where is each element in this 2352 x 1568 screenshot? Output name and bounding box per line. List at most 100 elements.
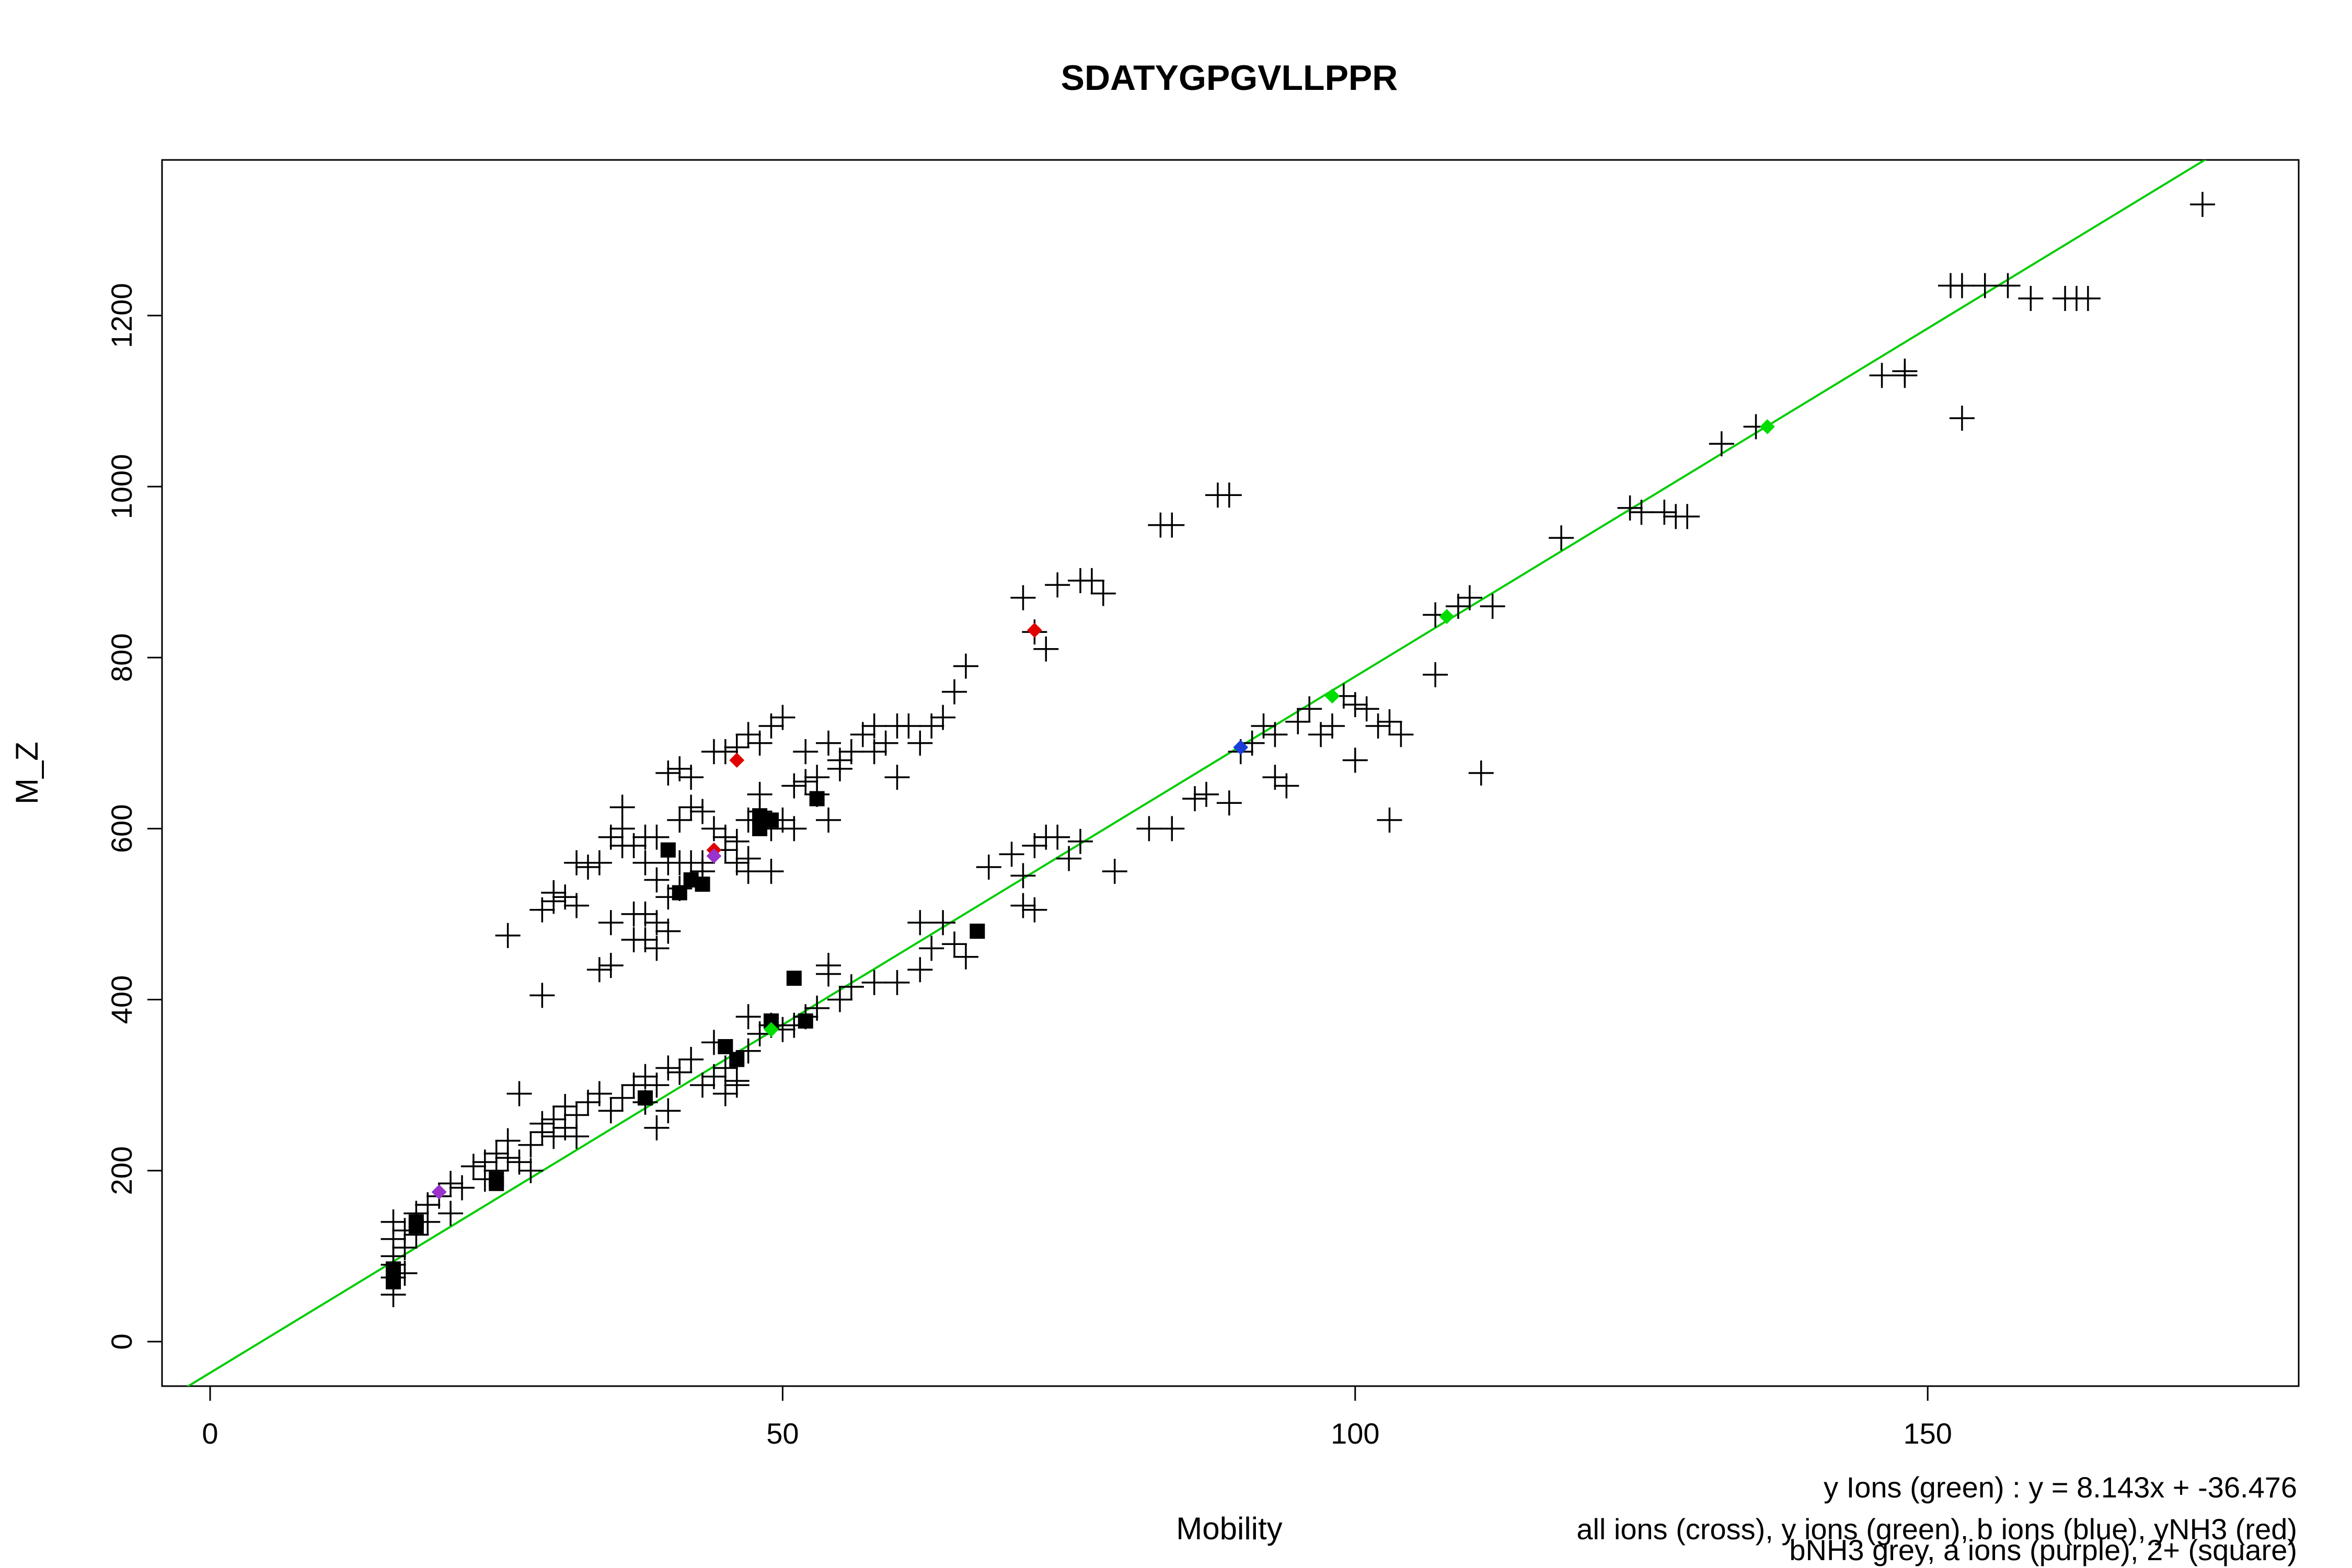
doubly-charged-square-point	[672, 885, 687, 901]
ion-cross-point	[1045, 824, 1070, 850]
ion-cross-point	[586, 1081, 612, 1106]
ion-cross-point	[1468, 760, 1494, 786]
y-tick-label: 200	[105, 1146, 138, 1195]
chart-title: SDATYGPGVLLPPR	[1061, 58, 1398, 98]
doubly-charged-square-point	[763, 812, 779, 828]
doubly-charged-square-point	[386, 1261, 401, 1277]
y-axis: 0 200 400 600 800 1000 1200	[105, 283, 162, 1350]
y-ion-point	[1439, 609, 1455, 625]
doubly-charged-square-point	[408, 1214, 424, 1230]
doubly-charged-square-point	[489, 1171, 504, 1187]
ion-cross-point	[804, 995, 830, 1021]
ion-cross-point	[1297, 696, 1322, 722]
ion-cross-point	[678, 1047, 704, 1073]
ion-cross-point	[1869, 363, 1895, 388]
ion-cross-point	[793, 739, 818, 765]
ion-cross-point	[712, 739, 738, 765]
ion-cross-point	[1617, 495, 1643, 521]
doubly-charged-square-point	[638, 1090, 653, 1106]
legend-line-2: all ions (cross), y ions (green), b ions…	[1576, 1513, 2297, 1546]
ion-cross-point	[1045, 572, 1070, 598]
ion-cross-point	[1354, 696, 1379, 722]
ion-cross-point	[1010, 893, 1036, 918]
doubly-charged-square-point	[695, 877, 710, 892]
ion-cross-point	[930, 705, 956, 730]
x-axis-label: Mobility	[1176, 1511, 1282, 1546]
ion-cross-point	[1652, 500, 1677, 525]
ion-cross-point	[541, 880, 567, 906]
y-tick-label: 0	[105, 1333, 138, 1350]
ion-cross-point	[655, 760, 681, 786]
x-tick-label: 150	[1903, 1417, 1952, 1450]
ion-cross-point	[827, 987, 852, 1012]
y-axis-label: M_Z	[9, 742, 44, 804]
ion-cross-point	[586, 957, 612, 983]
ion-cross-point	[1102, 859, 1127, 884]
ion-cross-point	[724, 828, 750, 854]
ion-cross-point	[1068, 828, 1093, 854]
ynh3-ion-point	[729, 753, 745, 768]
ion-cross-point	[712, 1055, 738, 1081]
ion-cross-point	[1182, 786, 1208, 812]
ion-cross-point	[1377, 807, 1402, 833]
ion-cross-point	[609, 1085, 635, 1111]
ion-cross-point	[896, 713, 921, 739]
ion-cross-point	[1285, 709, 1311, 734]
ion-cross-point	[438, 1201, 464, 1226]
ion-cross-point	[930, 910, 956, 936]
ion-cross-point	[1342, 692, 1368, 718]
ion-cross-point	[942, 679, 967, 705]
ion-cross-point	[518, 1132, 544, 1158]
ion-cross-point	[1457, 585, 1482, 610]
ion-cross-point	[1629, 500, 1654, 525]
ion-cross-point	[655, 918, 681, 944]
ion-cross-point	[793, 769, 818, 794]
legend-line-1: y Ions (green) : y = 8.143x + -36.476	[1824, 1471, 2297, 1504]
b-ion-point	[1233, 740, 1249, 755]
y-ion-point	[1324, 688, 1340, 704]
ion-cross-point	[942, 931, 967, 957]
ion-cross-point	[598, 1098, 624, 1124]
a-ion-point	[431, 1184, 447, 1200]
y-tick-label: 400	[105, 975, 138, 1024]
ion-cross-point	[1319, 713, 1345, 739]
ion-cross-point	[678, 794, 704, 820]
ion-cross-point	[884, 765, 910, 790]
ion-cross-point	[1480, 593, 1505, 619]
ion-cross-point	[449, 1175, 475, 1201]
ion-cross-point	[873, 730, 898, 756]
ion-cross-point	[1136, 816, 1162, 841]
ion-cross-point	[564, 893, 590, 918]
doubly-charged-square-point	[729, 1052, 745, 1067]
ion-cross-point	[655, 1055, 681, 1081]
ion-cross-point	[816, 807, 841, 833]
ion-cross-point	[1972, 273, 1998, 298]
ion-cross-point	[907, 910, 933, 936]
ion-cross-point	[644, 1115, 670, 1140]
ion-cross-point	[644, 824, 670, 850]
ion-cross-point	[919, 936, 944, 961]
y-tick-label: 1000	[105, 454, 138, 520]
ion-cross-point	[838, 974, 864, 999]
plot-area-frame	[161, 159, 2300, 1387]
ion-cross-point	[2075, 286, 2101, 312]
y-tick-label: 600	[105, 804, 138, 853]
ion-cross-point	[438, 1171, 464, 1196]
doubly-charged-square-point	[786, 971, 802, 986]
ion-cross-point	[1365, 713, 1391, 739]
y-ion-point	[764, 1022, 779, 1037]
ion-cross-point	[758, 859, 784, 884]
ion-cross-point	[735, 846, 761, 871]
doubly-charged-square-point	[660, 842, 676, 858]
ion-cross-point	[564, 1102, 590, 1128]
ion-cross-point	[644, 867, 670, 893]
ion-cross-point	[747, 730, 773, 756]
ion-cross-point	[644, 936, 670, 961]
doubly-charged-square-point	[798, 1013, 813, 1029]
ion-cross-point	[1056, 846, 1082, 871]
ion-cross-point	[838, 739, 864, 765]
ion-cross-point	[632, 850, 658, 875]
ion-cross-point	[1342, 747, 1368, 773]
ion-cross-point	[953, 653, 978, 679]
